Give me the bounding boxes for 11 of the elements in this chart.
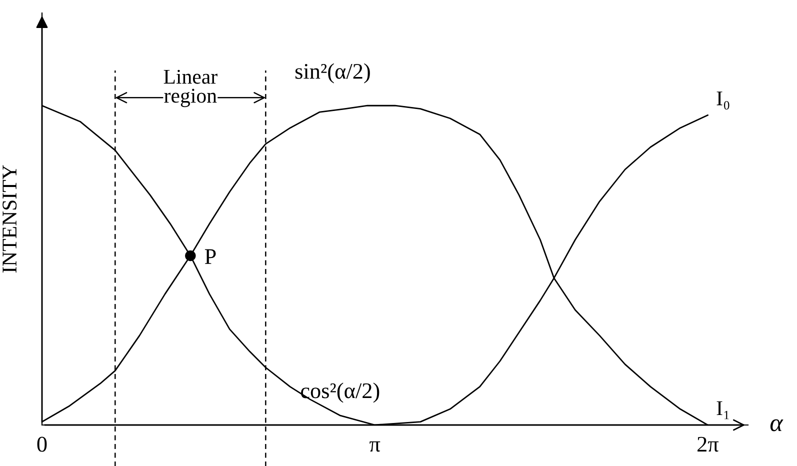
annotation: cos²(α/2) <box>300 382 380 403</box>
x-tick-label: 2π <box>698 436 719 452</box>
annotation: Linear region <box>164 70 218 108</box>
text: sin²(α/2) <box>295 63 370 84</box>
x-tick-label: π <box>370 441 380 452</box>
x-tick-label: 0 <box>37 436 47 452</box>
series-label: I₁ <box>716 401 729 420</box>
series-label: I₀ <box>716 92 730 110</box>
x-axis-title: α <box>770 419 784 432</box>
y-axis-title: INTENSITY <box>2 165 17 273</box>
series-label: P <box>204 249 216 264</box>
